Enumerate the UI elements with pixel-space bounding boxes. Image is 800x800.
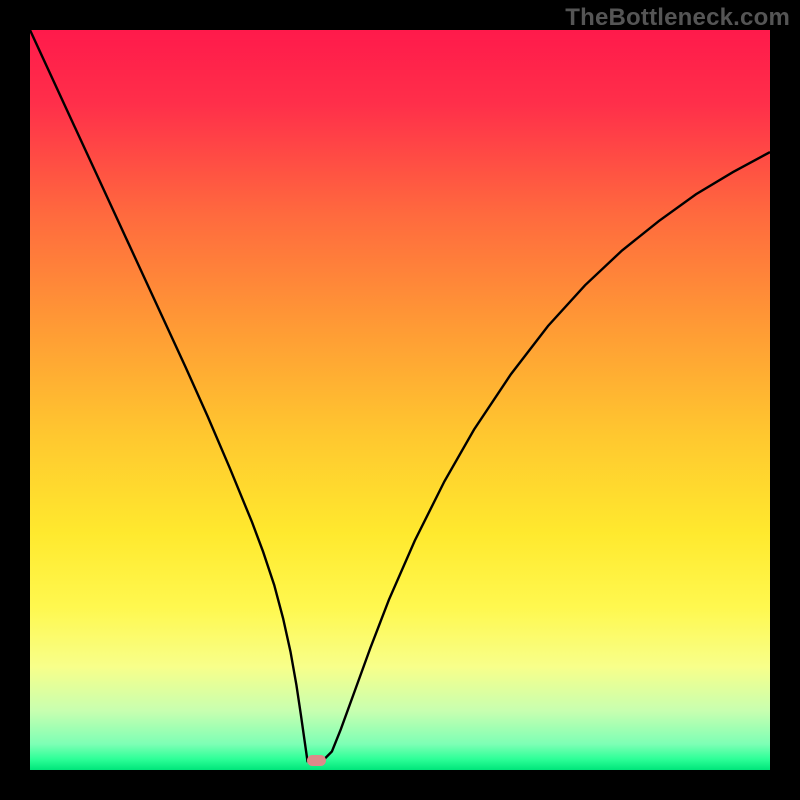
plot-area — [30, 30, 770, 770]
bottleneck-curve — [30, 30, 770, 770]
watermark-text: TheBottleneck.com — [540, 4, 790, 30]
curve-path — [30, 30, 770, 761]
minimum-marker — [307, 755, 326, 765]
chart-frame — [30, 30, 770, 770]
